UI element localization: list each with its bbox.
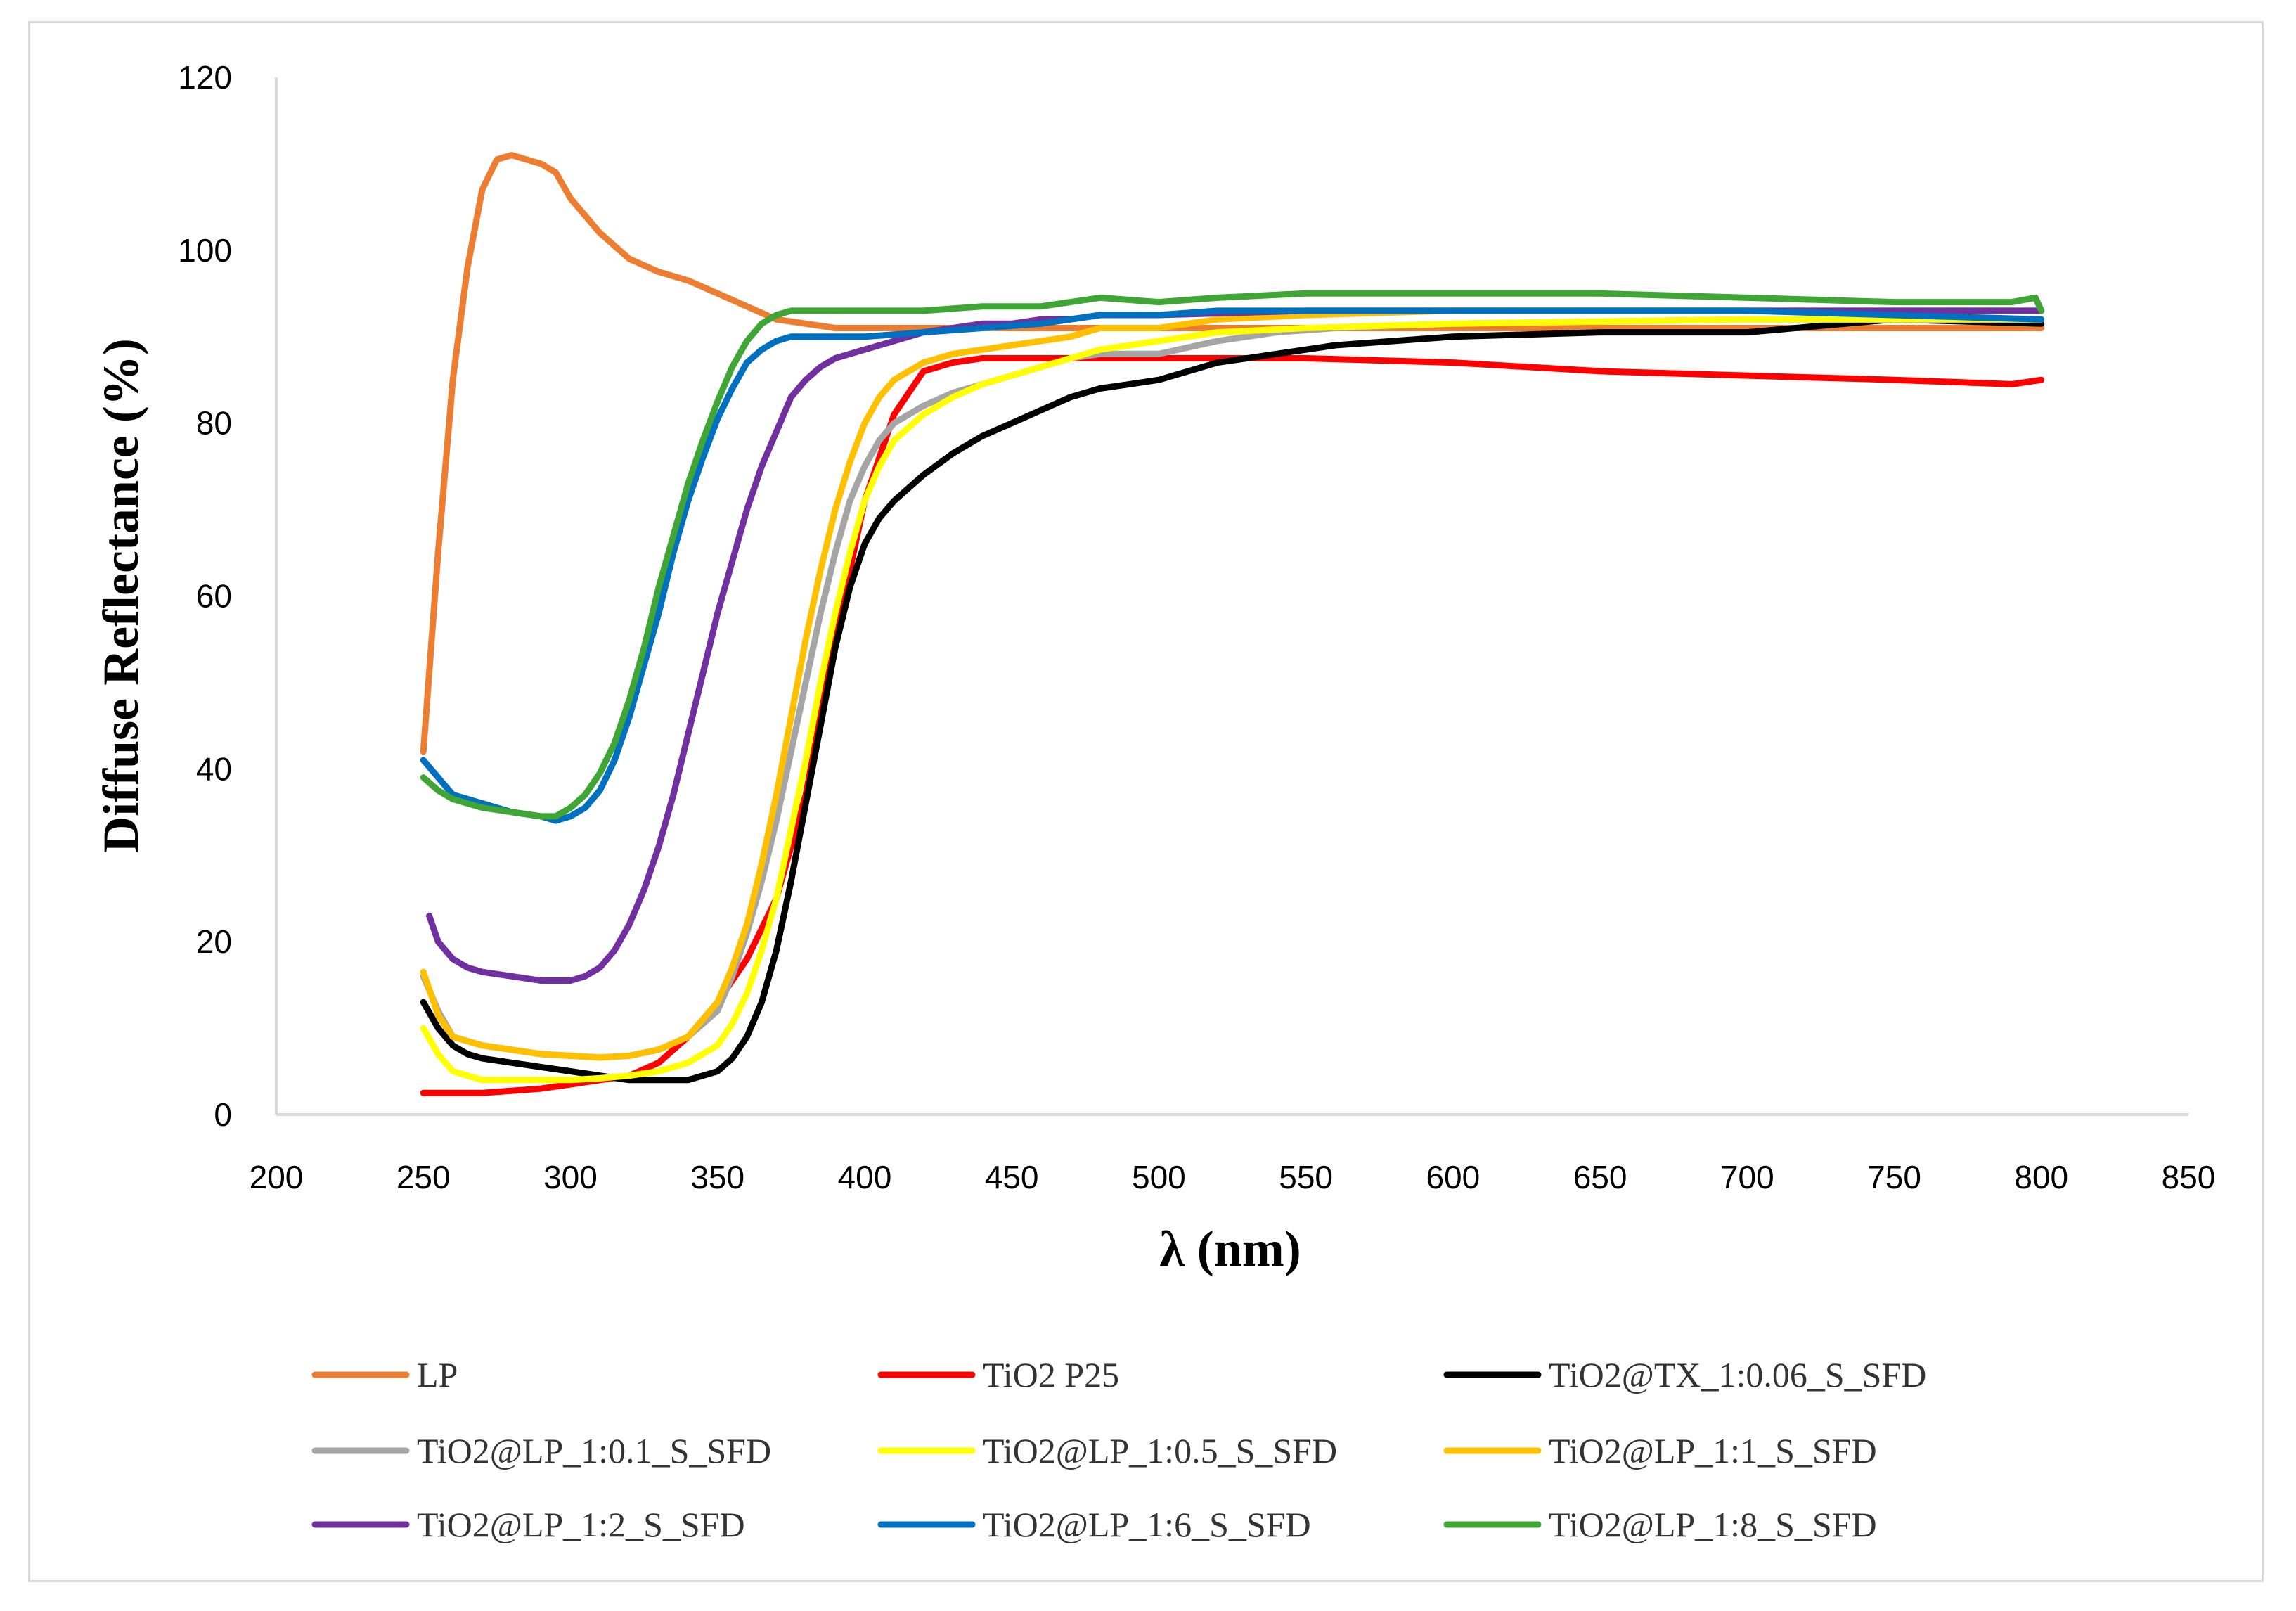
y-tick-label: 100 — [178, 232, 232, 269]
x-tick-label: 600 — [1426, 1159, 1480, 1195]
x-tick-label: 450 — [985, 1159, 1039, 1195]
series-line-4 — [420, 316, 2045, 1061]
y-tick-label: 0 — [214, 1096, 232, 1133]
y-tick-label: 120 — [178, 59, 232, 96]
legend-label: TiO2@LP_1:8_S_SFD — [1549, 1505, 1877, 1544]
y-axis-title: Diffuse Reflectance (%) — [93, 338, 149, 853]
x-tick-label: 850 — [2162, 1159, 2216, 1195]
legend-label: TiO2 P25 — [983, 1355, 1119, 1394]
x-tick-label: 350 — [690, 1159, 744, 1195]
x-tick-label: 250 — [396, 1159, 451, 1195]
series-line-5 — [420, 316, 2045, 1084]
legend-label: LP — [417, 1355, 458, 1394]
x-tick-label: 400 — [838, 1159, 892, 1195]
x-tick-label: 650 — [1573, 1159, 1627, 1195]
x-tick-label: 550 — [1279, 1159, 1333, 1195]
x-tick-labels: 200 250 300 350 400 450 500 550 600 650 700 750 800 8… — [250, 1159, 2216, 1195]
series-line-9 — [420, 290, 2045, 820]
series-line-1 — [420, 152, 2045, 755]
y-tick-label: 60 — [196, 578, 232, 615]
legend-label: TiO2@LP_1:1_S_SFD — [1549, 1431, 1877, 1470]
series-line-3 — [420, 316, 2045, 1084]
x-tick-label: 700 — [1720, 1159, 1774, 1195]
legend-label: TiO2@LP_1:0.1_S_SFD — [417, 1431, 771, 1470]
x-tick-label: 200 — [250, 1159, 304, 1195]
chart-frame — [28, 21, 2264, 1582]
y-tick-label: 80 — [196, 405, 232, 442]
legend-label: TiO2@LP_1:2_S_SFD — [417, 1505, 745, 1544]
series-lines — [420, 152, 2045, 1096]
legend-label: TiO2@LP_1:0.5_S_SFD — [983, 1431, 1337, 1470]
x-axis-title: λ (nm) — [1159, 1221, 1301, 1277]
x-tick-label: 750 — [1867, 1159, 1921, 1195]
x-tick-label: 500 — [1132, 1159, 1186, 1195]
y-tick-label: 40 — [196, 750, 232, 787]
series-line-8 — [420, 307, 2045, 824]
legend: LP TiO2 P25 TiO2@TX_1:0.06_S_SFD TiO2@LP_1:… — [311, 1355, 1926, 1544]
series-line-6 — [420, 307, 2045, 1061]
x-tick-label: 800 — [2014, 1159, 2068, 1195]
y-tick-labels: 0 20 40 60 80 100 120 — [178, 59, 232, 1133]
x-tick-label: 300 — [543, 1159, 598, 1195]
y-tick-label: 20 — [196, 923, 232, 960]
series-line-2 — [420, 355, 2045, 1096]
legend-label: TiO2@LP_1:6_S_SFD — [983, 1505, 1311, 1544]
series-line-7 — [426, 307, 2045, 984]
legend-label: TiO2@TX_1:0.06_S_SFD — [1549, 1355, 1926, 1394]
